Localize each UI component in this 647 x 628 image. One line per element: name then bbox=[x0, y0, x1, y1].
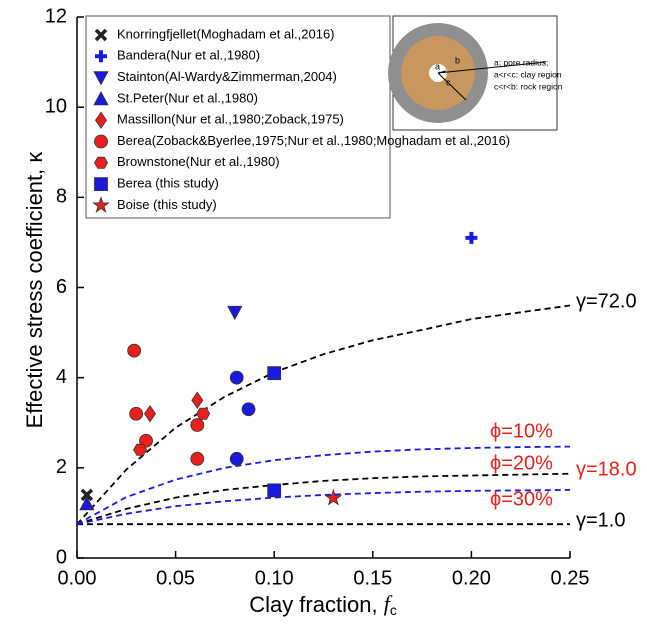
y-tick-label: 0 bbox=[56, 546, 67, 568]
legend-label: Knorringfjellet(Moghadam et al.,2016) bbox=[117, 26, 335, 41]
x-tick-label: 0.25 bbox=[551, 567, 590, 589]
curve-annotation: γ=1.0 bbox=[576, 509, 625, 531]
legend-label: Massillon(Nur et al.,1980;Zoback,1975) bbox=[117, 112, 344, 127]
legend-marker bbox=[95, 50, 107, 63]
legend-marker bbox=[94, 134, 108, 149]
curve-annotation: ϕ=20% bbox=[490, 452, 553, 474]
data-point bbox=[191, 391, 204, 409]
data-point bbox=[267, 483, 282, 498]
x-tick-label: 0.15 bbox=[353, 567, 392, 589]
legend-label: Berea(Zoback&Byerlee,1975;Nur et al.,198… bbox=[117, 133, 510, 148]
y-tick-label: 2 bbox=[56, 456, 67, 478]
data-point bbox=[465, 231, 478, 244]
curve-annotation: ϕ=10% bbox=[490, 420, 553, 442]
legend-label: Stainton(Al-Wardy&Zimmerman,2004) bbox=[117, 69, 337, 84]
inset-label: a bbox=[435, 61, 440, 71]
legend-marker bbox=[94, 156, 108, 169]
data-point bbox=[190, 418, 205, 432]
y-axis-label: Effective stress coefficient, κ bbox=[22, 151, 47, 429]
x-tick-label: 0.20 bbox=[452, 567, 491, 589]
inset-text: a<r<c: clay region bbox=[494, 69, 562, 79]
curve-annotation: γ=18.0 bbox=[576, 458, 637, 480]
data-point bbox=[229, 370, 244, 385]
legend-marker bbox=[95, 111, 107, 129]
legend-marker bbox=[93, 71, 109, 86]
y-tick-label: 12 bbox=[45, 5, 67, 27]
inset-text: a: pore radius; bbox=[494, 57, 548, 67]
legend-label: Berea (this study) bbox=[117, 176, 219, 191]
data-point bbox=[196, 407, 211, 420]
y-tick-label: 4 bbox=[56, 366, 67, 388]
data-point bbox=[127, 343, 142, 358]
data-point bbox=[79, 496, 95, 511]
curve-annotation: γ=72.0 bbox=[576, 290, 637, 312]
plot: 0 2 4 6 8 10 12 0.00 0.05 0.10 0.15 0.20 0.25 γ=72.0 γ… bbox=[45, 5, 637, 589]
data-point bbox=[190, 451, 205, 466]
legend-label: St.Peter(Nur et al.,1980) bbox=[117, 90, 258, 105]
inset-label: b bbox=[455, 55, 460, 65]
model-curve bbox=[76, 489, 571, 526]
y-tick-label: 6 bbox=[56, 276, 67, 298]
legend-label: Brownstone(Nur et al.,1980) bbox=[117, 154, 280, 169]
curve-annotation: ϕ=30% bbox=[490, 488, 553, 510]
data-point bbox=[241, 402, 256, 417]
legend-label: Bandera(Nur et al.,1980) bbox=[117, 48, 260, 63]
x-tick-label: 0.10 bbox=[255, 567, 294, 589]
legend bbox=[85, 15, 391, 219]
model-curve bbox=[76, 304, 571, 525]
y-tick-label: 10 bbox=[45, 95, 67, 117]
data-point bbox=[324, 488, 343, 506]
model-curve bbox=[76, 472, 571, 526]
data-point bbox=[227, 305, 243, 321]
arrow-c bbox=[437, 72, 467, 101]
legend-label: Boise (this study) bbox=[117, 197, 217, 212]
y-tick-label: 8 bbox=[56, 186, 67, 208]
model-curve bbox=[76, 445, 571, 525]
inset-text: c<r<b: rock region bbox=[494, 81, 563, 91]
legend-marker bbox=[94, 177, 108, 192]
x-axis-label: Clay fraction, fc bbox=[249, 591, 397, 618]
legend-entries: Knorringfjellet(Moghadam et al.,2016) Ban… bbox=[92, 26, 510, 213]
data-point bbox=[129, 406, 144, 421]
data-point bbox=[144, 404, 156, 423]
data-point bbox=[267, 366, 282, 381]
x-tick-label: 0.00 bbox=[58, 567, 97, 589]
x-tick-label: 0.05 bbox=[156, 567, 195, 589]
legend-marker bbox=[92, 196, 110, 213]
legend-marker bbox=[94, 28, 108, 42]
data-point bbox=[229, 451, 244, 466]
data-point bbox=[133, 443, 148, 456]
legend-marker bbox=[93, 91, 109, 106]
inset-label: c bbox=[446, 77, 451, 87]
arrow-b bbox=[437, 61, 547, 74]
data-point bbox=[80, 488, 94, 502]
inset: a b c a: pore radius; a<r<c: clay region… bbox=[388, 15, 563, 131]
